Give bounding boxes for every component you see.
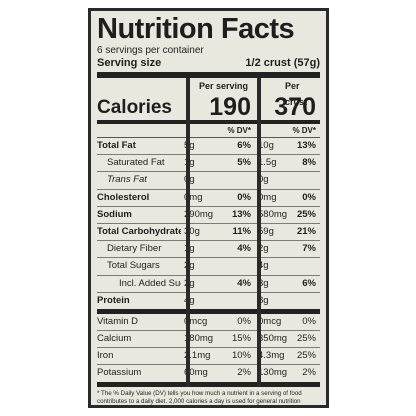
nutrient-row-total-sugars: Total Sugars 2g 4g [97,258,320,276]
nutrient-name: Saturated Fat [107,157,165,169]
dv-footnote: * The % Daily Value (DV) tells you how m… [97,389,302,405]
nutrient-row-potassium: Potassium 60mg 2% 130mg 2% [97,365,320,387]
amount-crust: 130mg [258,367,288,379]
calories-per-serving: 190 [209,93,251,121]
dv-serving: 5% [237,157,251,169]
servings-per-container: 6 servings per container [97,45,204,56]
calories-row: Calories 190 370 [97,94,320,124]
nutrient-name: Protein [97,294,130,306]
dv-serving: 10% [231,350,251,362]
nutrient-row-total-carbohydrate: Total Carbohydrate 30g 11% 59g 21% [97,224,320,242]
calories-per-crust: 370 [274,93,316,121]
dv-crust: 6% [302,277,316,289]
per-crust-header: Per crust [285,81,308,107]
nutrient-row-cholesterol: Cholesterol 0mg 0% 0mg 0% [97,190,320,207]
dv-header-crust: % DV* [292,126,316,135]
nutrient-row-trans-fat: Trans Fat 0g 0g [97,172,320,190]
amount-crust: 3g [258,277,269,289]
amount-serving: 0mcg [184,315,208,327]
amount-serving: 180mg [184,333,214,345]
amount-crust: 10g [258,140,274,151]
label-title: Nutrition Facts [97,13,295,45]
nutrient-name: Dietary Fiber [107,243,162,255]
amount-crust: 0mcg [258,315,282,327]
dv-crust: 7% [302,243,316,255]
nutrient-name: Iron [97,350,114,362]
column-headers: Per serving Per crust [97,78,320,107]
dv-crust: 25% [296,208,316,220]
dv-crust: 2% [302,367,316,379]
nutrient-name: Calcium [97,333,132,345]
amount-crust: 350mg [258,333,288,345]
nutrient-row-saturated-fat: Saturated Fat 1g5% 1.5g8% [97,155,320,173]
nutrient-name: Trans Fat [107,174,147,186]
dv-crust: 13% [296,140,316,151]
nutrient-name: Cholesterol [97,191,150,203]
column-separator-left [186,78,190,387]
nutrient-row-calcium: Calcium 180mg 15% 350mg 25% [97,331,320,349]
nutrient-row-sodium: Sodium 290mg 13% 580mg 25% [97,207,320,224]
nutrient-row-vitamin-d: Vitamin D 0mcg 0% 0mcg 0% [97,314,320,332]
nutrient-name: Total Carbohydrate [97,225,181,237]
amount-serving: 2.1mg [184,350,211,362]
amount-crust: 1.5g [258,157,277,169]
dv-crust: 25% [296,333,316,345]
column-separator-right [257,78,261,387]
amount-crust: 4.3mg [258,350,285,362]
nutrient-name: Potassium [97,367,142,379]
amount-serving: 290mg [184,208,214,220]
dv-header-serving: % DV* [227,126,251,135]
serving-size-row: Serving size 1/2 crust (57g) [97,57,320,78]
dv-crust: 0% [302,191,316,203]
amount-crust: 580mg [258,208,288,220]
nutrient-row-added-sugars: Incl. Added Sugars 2g4% 3g6% [97,276,320,293]
amount-serving: 0mg [184,191,203,203]
dv-serving: 4% [237,243,251,255]
amount-crust: 0g [258,174,269,186]
dv-header-row: % DV* % DV* [97,124,320,138]
amount-crust: 0mg [258,191,277,203]
amount-crust: 59g [258,225,274,237]
dv-crust: 8% [302,157,316,169]
dv-serving: 11% [232,225,252,237]
amount-serving: 60mg [184,367,208,379]
amount-crust: 2g [258,243,269,255]
dv-serving: 13% [231,208,251,220]
nutrient-name: Incl. Added Sugars [119,277,181,289]
dv-crust: 0% [302,315,316,327]
dv-serving: 0% [237,315,251,327]
serving-size-label: Serving size [97,57,162,69]
calories-label: Calories [97,97,172,118]
nutrient-name: Total Sugars [107,260,160,272]
nutrient-name: Total Fat [97,140,136,151]
nutrient-name: Sodium [97,208,132,220]
dv-crust: 25% [296,350,316,362]
amount-serving: 30g [184,225,200,237]
dv-serving: 2% [237,367,251,379]
nutrient-row-protein: Protein 4g 8g [97,293,320,314]
amount-crust: 8g [258,294,269,306]
nutrition-facts-panel: Nutrition Facts 6 servings per container… [88,8,329,408]
nutrient-name: Vitamin D [97,315,139,327]
serving-size-value: 1/2 crust (57g) [245,57,320,69]
nutrient-row-dietary-fiber: Dietary Fiber 1g4% 2g7% [97,241,320,259]
dv-serving: 4% [237,277,251,289]
dv-serving: 6% [237,140,251,151]
nutrient-row-iron: Iron 2.1mg 10% 4.3mg 25% [97,348,320,366]
dv-serving: 15% [231,333,251,345]
dv-crust: 21% [296,225,316,237]
per-serving-header: Per serving [199,81,249,91]
nutrient-table: Per serving Per crust Calories 190 370 %… [97,78,320,387]
dv-serving: 0% [237,191,251,203]
amount-crust: 4g [258,260,269,272]
